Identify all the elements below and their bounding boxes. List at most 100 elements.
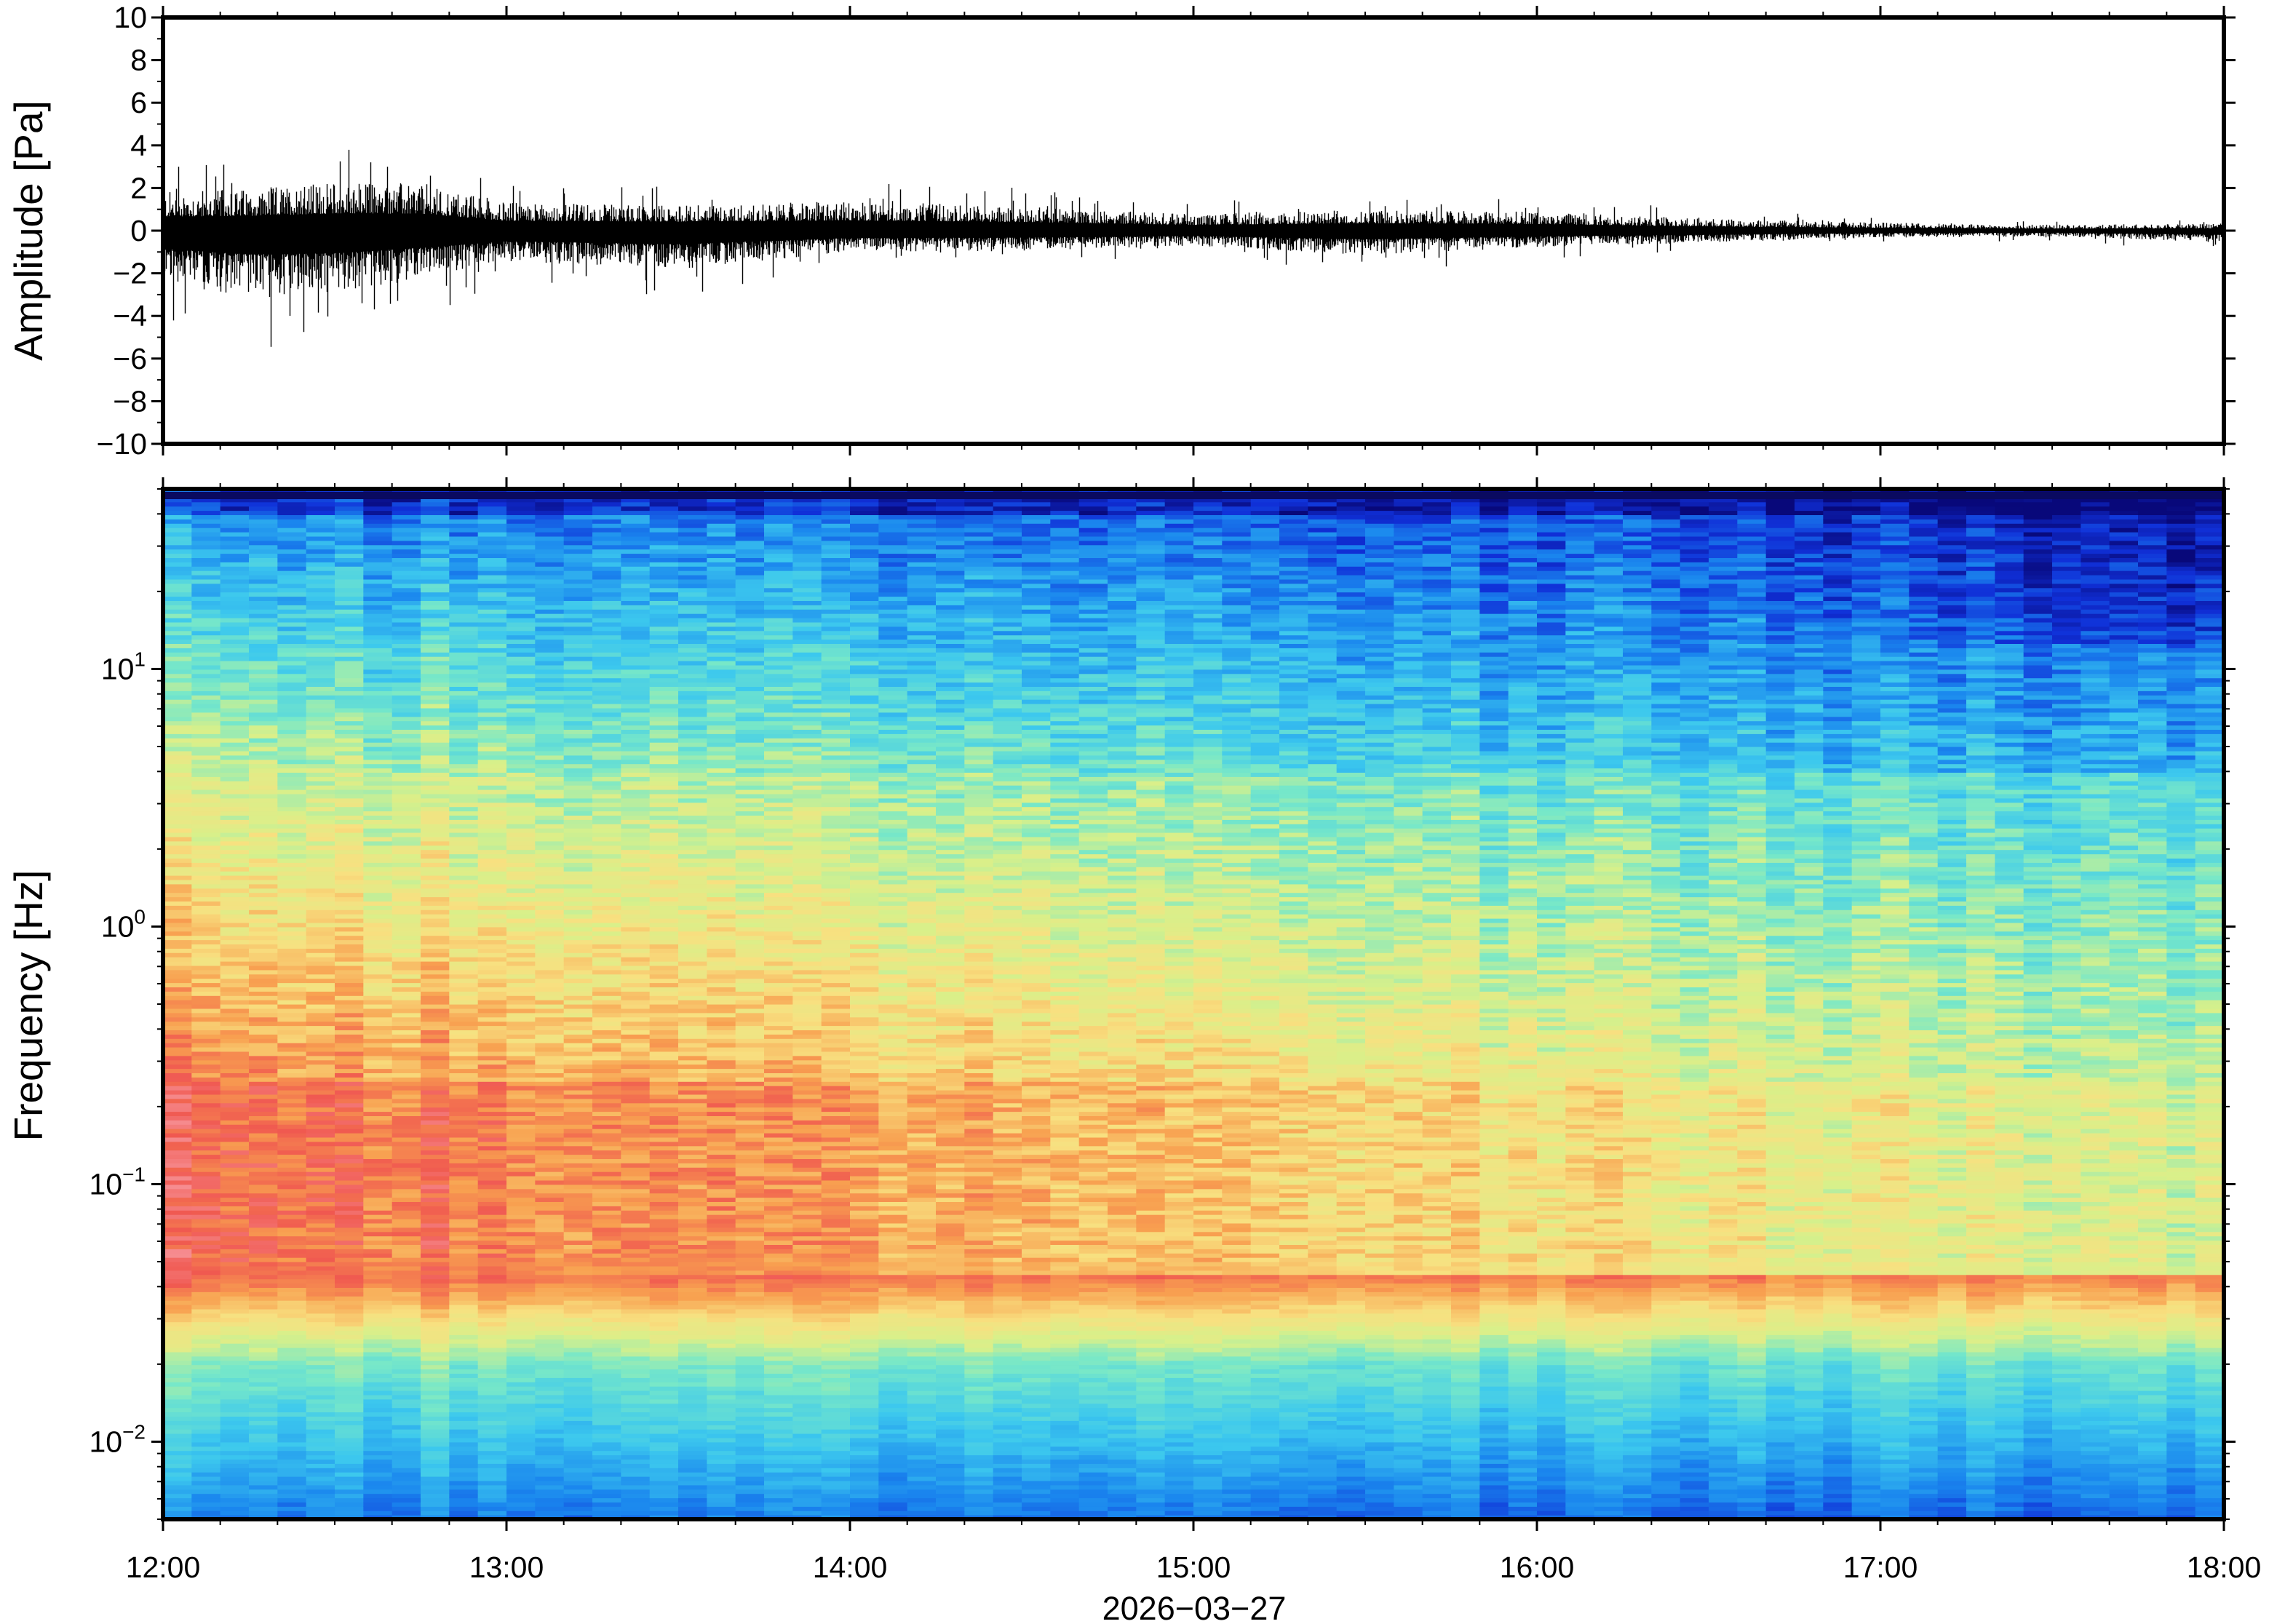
spectrogram-cell [621, 893, 650, 898]
spectrogram-cell [621, 640, 650, 645]
spectrogram-cell [335, 1412, 364, 1417]
spectrogram-cell [707, 1334, 736, 1340]
spectrogram-cell [449, 1094, 478, 1099]
spectrogram-cell [191, 936, 220, 941]
spectrogram-cell [335, 1420, 364, 1425]
spectrogram-cell [277, 1442, 306, 1447]
spectrogram-cell [306, 850, 335, 855]
spectrogram-cell [506, 1047, 536, 1052]
spectrogram-cell [535, 948, 564, 953]
spectrogram-cell [220, 717, 250, 722]
spectrogram-cell [421, 1485, 450, 1490]
spectrogram-cell [249, 656, 278, 661]
spectrogram-cell [449, 995, 478, 1000]
spectrogram-cell [163, 678, 192, 683]
spectrogram-cell [163, 991, 192, 996]
spectrogram-cell [592, 1201, 621, 1206]
spectrogram-cell [191, 695, 220, 700]
spectrogram-cell [736, 1275, 765, 1280]
spectrogram-cell [506, 1390, 536, 1396]
spectrogram-cell [478, 927, 507, 932]
spectrogram-cell [592, 1356, 621, 1361]
spectrogram-cell [506, 841, 536, 846]
spectrogram-cell [392, 1253, 421, 1258]
spectrogram-cell [249, 643, 278, 648]
spectrogram-cell [707, 1446, 736, 1452]
spectrogram-cell [736, 1322, 765, 1327]
spectrogram-cell [363, 1163, 392, 1168]
spectrogram-cell [163, 1399, 192, 1404]
spectrogram-cell [191, 1420, 220, 1425]
spectrogram-cell [249, 1163, 278, 1168]
spectrogram-cell [564, 1060, 593, 1065]
spectrogram-cell [564, 1086, 593, 1091]
spectrogram-cell [392, 815, 421, 820]
spectrogram-cell [650, 1129, 679, 1134]
spectrogram-cell [564, 819, 593, 824]
spectrogram-cell [478, 1115, 507, 1121]
spectrogram-cell [277, 905, 306, 910]
spectrogram-cell [678, 1291, 707, 1297]
spectrogram-cell [191, 506, 220, 512]
spectrogram-cell [478, 570, 507, 576]
spectrogram-cell [707, 1451, 736, 1456]
spectrogram-cell [449, 858, 478, 863]
spectrogram-cell [163, 1438, 192, 1443]
spectrogram-cell [621, 1365, 650, 1370]
spectrogram-cell [392, 1094, 421, 1099]
spectrogram-cell [650, 622, 679, 627]
spectrogram-cell [220, 643, 250, 648]
spectrogram-cell [191, 1446, 220, 1452]
spectrogram-cell [621, 1334, 650, 1340]
spectrogram-cell [506, 1404, 536, 1409]
spectrogram-cell [191, 1494, 220, 1499]
spectrogram-cell [392, 1472, 421, 1477]
spectrogram-cell [306, 674, 335, 679]
spectrogram-cell [249, 1124, 278, 1129]
spectrogram-cell [564, 1206, 593, 1211]
spectrogram-cell [478, 862, 507, 867]
spectrogram-cell [363, 1459, 392, 1464]
spectrogram-cell [335, 1146, 364, 1151]
spectrogram-cell [535, 1056, 564, 1061]
spectrogram-cell [449, 991, 478, 996]
spectrogram-cell [707, 562, 736, 567]
spectrogram-cell [478, 519, 507, 524]
spectrogram-cell [506, 957, 536, 962]
spectrogram-cell [506, 506, 536, 512]
spectrogram-cell [621, 1072, 650, 1078]
spectrogram-cell [363, 686, 392, 691]
spectrogram-cell [163, 1171, 192, 1177]
spectrogram-cell [363, 923, 392, 928]
spectrogram-cell [191, 1013, 220, 1018]
spectrogram-cell [478, 1077, 507, 1082]
spectrogram-cell [621, 1386, 650, 1391]
spectrogram-cell [335, 1198, 364, 1203]
spectrogram-cell [191, 875, 220, 880]
spectrogram-cell [306, 824, 335, 829]
spectrogram-cell [191, 1510, 220, 1516]
spectrogram-cell [535, 678, 564, 683]
spectrogram-cell [707, 1404, 736, 1409]
spectrogram-cell [621, 570, 650, 576]
spectrogram-cell [421, 597, 450, 602]
spectrogram-cell [249, 1013, 278, 1018]
spectrogram-cell [678, 1038, 707, 1043]
spectrogram-cell [421, 1219, 450, 1224]
spectrogram-cell [191, 798, 220, 803]
spectrogram-cell [449, 1382, 478, 1387]
spectrogram-cell [392, 1485, 421, 1490]
spectrogram-cell [506, 648, 536, 653]
spectrogram-cell [220, 1047, 250, 1052]
spectrogram-cell [163, 1468, 192, 1473]
spectrogram-cell [621, 669, 650, 674]
spectrogram-cell [306, 682, 335, 688]
spectrogram-cell [220, 845, 250, 851]
spectrogram-cell [592, 1000, 621, 1005]
spectrogram-cell [478, 803, 507, 808]
spectrogram-cell [335, 1429, 364, 1434]
spectrogram-cell [421, 755, 450, 760]
spectrogram-cell [220, 502, 250, 507]
spectrogram-cell [678, 1377, 707, 1382]
spectrogram-cell [306, 1077, 335, 1082]
